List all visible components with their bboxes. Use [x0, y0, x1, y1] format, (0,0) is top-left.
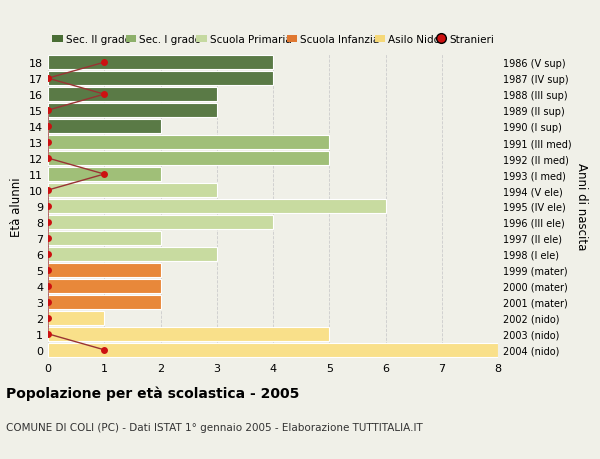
Legend: Sec. II grado, Sec. I grado, Scuola Primaria, Scuola Infanzia, Asilo Nido, Stran: Sec. II grado, Sec. I grado, Scuola Prim… [48, 31, 498, 49]
Bar [48, 200, 386, 213]
Bar [48, 168, 161, 181]
Bar [48, 216, 273, 229]
Bar [48, 152, 329, 166]
Bar [48, 120, 161, 134]
Bar [48, 247, 217, 261]
Bar [48, 88, 217, 102]
Bar [48, 296, 161, 309]
Bar [48, 280, 161, 293]
Bar [48, 184, 217, 197]
Bar [48, 327, 329, 341]
Bar [48, 263, 161, 277]
Bar [48, 343, 498, 357]
Bar [48, 56, 273, 70]
Bar [48, 104, 217, 118]
Bar [48, 72, 273, 86]
Bar [48, 136, 329, 150]
Bar [48, 311, 104, 325]
Bar [48, 232, 161, 245]
Y-axis label: Età alunni: Età alunni [10, 177, 23, 236]
Y-axis label: Anni di nascita: Anni di nascita [575, 163, 588, 250]
Text: COMUNE DI COLI (PC) - Dati ISTAT 1° gennaio 2005 - Elaborazione TUTTITALIA.IT: COMUNE DI COLI (PC) - Dati ISTAT 1° genn… [6, 422, 423, 432]
Text: Popolazione per età scolastica - 2005: Popolazione per età scolastica - 2005 [6, 386, 299, 400]
